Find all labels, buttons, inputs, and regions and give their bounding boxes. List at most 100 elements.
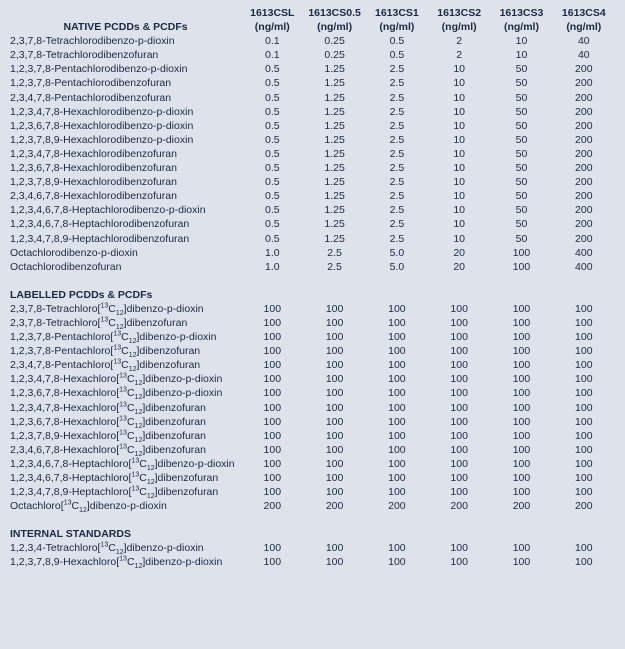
value-cell: 100 xyxy=(303,316,365,330)
table-row: 1,2,3,7,8-Pentachloro[13C12]dibenzo-p-di… xyxy=(10,330,615,344)
value-cell: 100 xyxy=(428,429,490,443)
table-row: 1,2,3,4,7,8-Hexachlorodibenzo-p-dioxin0.… xyxy=(10,105,615,119)
col-header: 1613CS2 xyxy=(428,6,490,20)
col-header: 1613CS1 xyxy=(366,6,428,20)
value-cell: 50 xyxy=(490,62,552,76)
table-row: 1,2,3,7,8,9-Hexachloro[13C12]dibenzo-p-d… xyxy=(10,555,615,569)
value-cell: 10 xyxy=(428,91,490,105)
value-cell: 100 xyxy=(490,471,552,485)
value-cell: 100 xyxy=(366,330,428,344)
value-cell: 0.5 xyxy=(241,91,303,105)
value-cell: 200 xyxy=(553,133,615,147)
value-cell: 400 xyxy=(553,260,615,274)
value-cell: 100 xyxy=(366,485,428,499)
value-cell: 0.5 xyxy=(241,105,303,119)
value-cell: 100 xyxy=(366,429,428,443)
value-cell: 100 xyxy=(303,358,365,372)
value-cell: 100 xyxy=(490,372,552,386)
section-title-row: INTERNAL STANDARDS xyxy=(10,527,615,541)
value-cell: 1.25 xyxy=(303,133,365,147)
value-cell: 10 xyxy=(490,34,552,48)
value-cell: 0.5 xyxy=(241,76,303,90)
table-row: 2,3,7,8-Tetrachloro[13C12]dibenzofuran10… xyxy=(10,316,615,330)
value-cell: 20 xyxy=(428,246,490,260)
value-cell: 100 xyxy=(553,386,615,400)
value-cell: 100 xyxy=(303,429,365,443)
table-row: Octachlorodibenzo-p-dioxin1.02.55.020100… xyxy=(10,246,615,260)
compound-name: 1,2,3,7,8-Pentachlorodibenzofuran xyxy=(10,76,241,90)
value-cell: 200 xyxy=(553,217,615,231)
value-cell: 1.25 xyxy=(303,203,365,217)
value-cell: 50 xyxy=(490,147,552,161)
data-table-page: 1613CSL 1613CS0.5 1613CS1 1613CS2 1613CS… xyxy=(0,0,625,649)
value-cell: 400 xyxy=(553,246,615,260)
value-cell: 100 xyxy=(553,485,615,499)
value-cell: 1.0 xyxy=(241,260,303,274)
value-cell: 100 xyxy=(490,429,552,443)
value-cell: 200 xyxy=(553,119,615,133)
value-cell: 100 xyxy=(428,457,490,471)
table-row: 1,2,3,4,7,8,9-Heptachlorodibenzofuran0.5… xyxy=(10,232,615,246)
value-cell: 10 xyxy=(428,175,490,189)
compound-name: 2,3,7,8-Tetrachlorodibenzofuran xyxy=(10,48,241,62)
section-title: LABELLED PCDDs & PCDFs xyxy=(10,288,615,302)
value-cell: 100 xyxy=(553,415,615,429)
value-cell: 100 xyxy=(366,457,428,471)
section-title: INTERNAL STANDARDS xyxy=(10,527,615,541)
value-cell: 100 xyxy=(241,541,303,555)
value-cell: 200 xyxy=(553,62,615,76)
col-unit: (ng/ml) xyxy=(241,20,303,34)
col-header: 1613CSL xyxy=(241,6,303,20)
value-cell: 2.5 xyxy=(303,246,365,260)
value-cell: 100 xyxy=(490,457,552,471)
value-cell: 100 xyxy=(428,358,490,372)
value-cell: 50 xyxy=(490,217,552,231)
value-cell: 0.5 xyxy=(241,161,303,175)
value-cell: 100 xyxy=(428,372,490,386)
compound-name: 1,2,3,6,7,8-Hexachloro[13C12]dibenzo-p-d… xyxy=(10,386,241,400)
value-cell: 100 xyxy=(428,541,490,555)
table-row: 2,3,7,8-Tetrachloro[13C12]dibenzo-p-diox… xyxy=(10,302,615,316)
value-cell: 100 xyxy=(490,316,552,330)
value-cell: 100 xyxy=(490,485,552,499)
value-cell: 50 xyxy=(490,119,552,133)
value-cell: 100 xyxy=(303,457,365,471)
col-unit: (ng/ml) xyxy=(303,20,365,34)
table-row: 1,2,3,4-Tetrachloro[13C12]dibenzo-p-diox… xyxy=(10,541,615,555)
value-cell: 100 xyxy=(366,415,428,429)
value-cell: 50 xyxy=(490,133,552,147)
value-cell: 100 xyxy=(303,485,365,499)
section-gap xyxy=(10,274,615,288)
value-cell: 1.25 xyxy=(303,105,365,119)
value-cell: 2.5 xyxy=(366,232,428,246)
table-row: 1,2,3,6,7,8-Hexachloro[13C12]dibenzofura… xyxy=(10,415,615,429)
table-body: 2,3,7,8-Tetrachlorodibenzo-p-dioxin0.10.… xyxy=(10,34,615,569)
col-unit: (ng/ml) xyxy=(428,20,490,34)
value-cell: 100 xyxy=(553,443,615,457)
compound-name: 2,3,4,6,7,8-Hexachloro[13C12]dibenzofura… xyxy=(10,443,241,457)
value-cell: 10 xyxy=(428,119,490,133)
value-cell: 100 xyxy=(366,401,428,415)
value-cell: 2.5 xyxy=(366,76,428,90)
value-cell: 10 xyxy=(490,48,552,62)
value-cell: 100 xyxy=(241,358,303,372)
table-row: 2,3,7,8-Tetrachlorodibenzofuran0.10.250.… xyxy=(10,48,615,62)
compound-name: Octachlorodibenzo-p-dioxin xyxy=(10,246,241,260)
value-cell: 100 xyxy=(241,457,303,471)
compound-name: 1,2,3,4,7,8,9-Heptachlorodibenzofuran xyxy=(10,232,241,246)
compound-name: 2,3,4,7,8-Pentachlorodibenzofuran xyxy=(10,91,241,105)
table-row: 1,2,3,4,6,7,8-Heptachlorodibenzofuran0.5… xyxy=(10,217,615,231)
value-cell: 200 xyxy=(553,499,615,513)
value-cell: 2.5 xyxy=(366,119,428,133)
value-cell: 1.25 xyxy=(303,119,365,133)
value-cell: 100 xyxy=(366,344,428,358)
value-cell: 10 xyxy=(428,62,490,76)
value-cell: 10 xyxy=(428,203,490,217)
value-cell: 40 xyxy=(553,48,615,62)
compound-name: 1,2,3,7,8,9-Hexachloro[13C12]dibenzofura… xyxy=(10,429,241,443)
value-cell: 100 xyxy=(241,344,303,358)
value-cell: 200 xyxy=(553,203,615,217)
table-row: 1,2,3,4,7,8,9-Heptachloro[13C12]dibenzof… xyxy=(10,485,615,499)
value-cell: 200 xyxy=(553,232,615,246)
value-cell: 0.5 xyxy=(241,133,303,147)
